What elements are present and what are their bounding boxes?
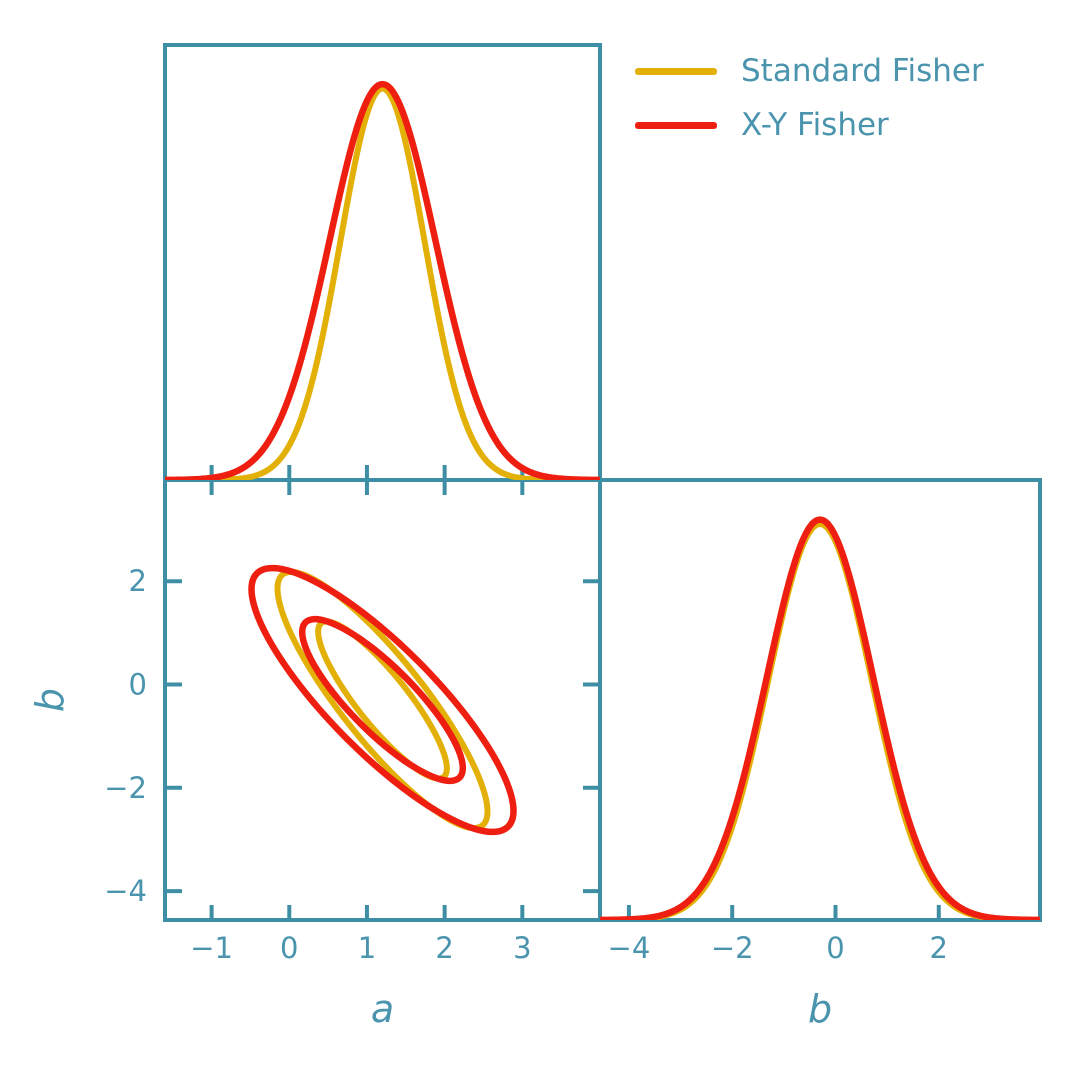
- tick-label-a-0: 0: [280, 931, 298, 965]
- tick-label-a-2: 2: [435, 931, 453, 965]
- x-axis-label-b: b: [807, 987, 833, 1031]
- curve-a-x-y-fisher: [165, 80, 600, 480]
- legend: Standard Fisher X-Y Fisher: [635, 50, 984, 146]
- y-axis-label-b: b: [28, 687, 72, 713]
- ellipse-1sigma-x-y-fisher: [298, 615, 467, 785]
- ellipse-2sigma-x-y-fisher: [248, 564, 517, 836]
- marginal-b-curves: [600, 516, 1040, 920]
- tick-label-a-1: 1: [358, 931, 376, 965]
- tick-label-b-bottom--2: −2: [711, 931, 754, 965]
- y-axis-label-b-wrap: b: [18, 480, 82, 920]
- tick-label-b-bottom--4: −4: [608, 931, 651, 965]
- curve-b-standard-fisher: [600, 520, 1040, 920]
- legend-line-standard-fisher: [635, 67, 717, 75]
- tick-label-b-bottom-0: 0: [826, 931, 844, 965]
- legend-label-standard-fisher: Standard Fisher: [741, 52, 984, 89]
- curve-b-x-y-fisher: [600, 516, 1040, 920]
- legend-label-xy-fisher: X-Y Fisher: [741, 106, 889, 143]
- legend-item-xy-fisher: X-Y Fisher: [635, 104, 984, 146]
- tick-label-b-left--2: −2: [104, 771, 147, 805]
- tick-label-a-3: 3: [513, 931, 531, 965]
- tick-label-a--1: −1: [190, 931, 233, 965]
- panel-border-right: [598, 478, 1042, 922]
- panel-border-top: [163, 43, 602, 482]
- curve-a-standard-fisher: [165, 85, 600, 480]
- tick-label-b-left-2: 2: [129, 564, 147, 598]
- tick-label-b-left--4: −4: [104, 874, 147, 908]
- x-axis-label-a: a: [370, 987, 395, 1031]
- legend-item-standard-fisher: Standard Fisher: [635, 50, 984, 92]
- contour-ab-ellipses: [248, 564, 517, 836]
- legend-line-xy-fisher: [635, 121, 717, 129]
- tick-label-b-bottom-2: 2: [930, 931, 948, 965]
- tick-label-b-left-0: 0: [129, 668, 147, 702]
- marginal-a-curves: [165, 80, 600, 480]
- panel-border-joint: [163, 478, 602, 922]
